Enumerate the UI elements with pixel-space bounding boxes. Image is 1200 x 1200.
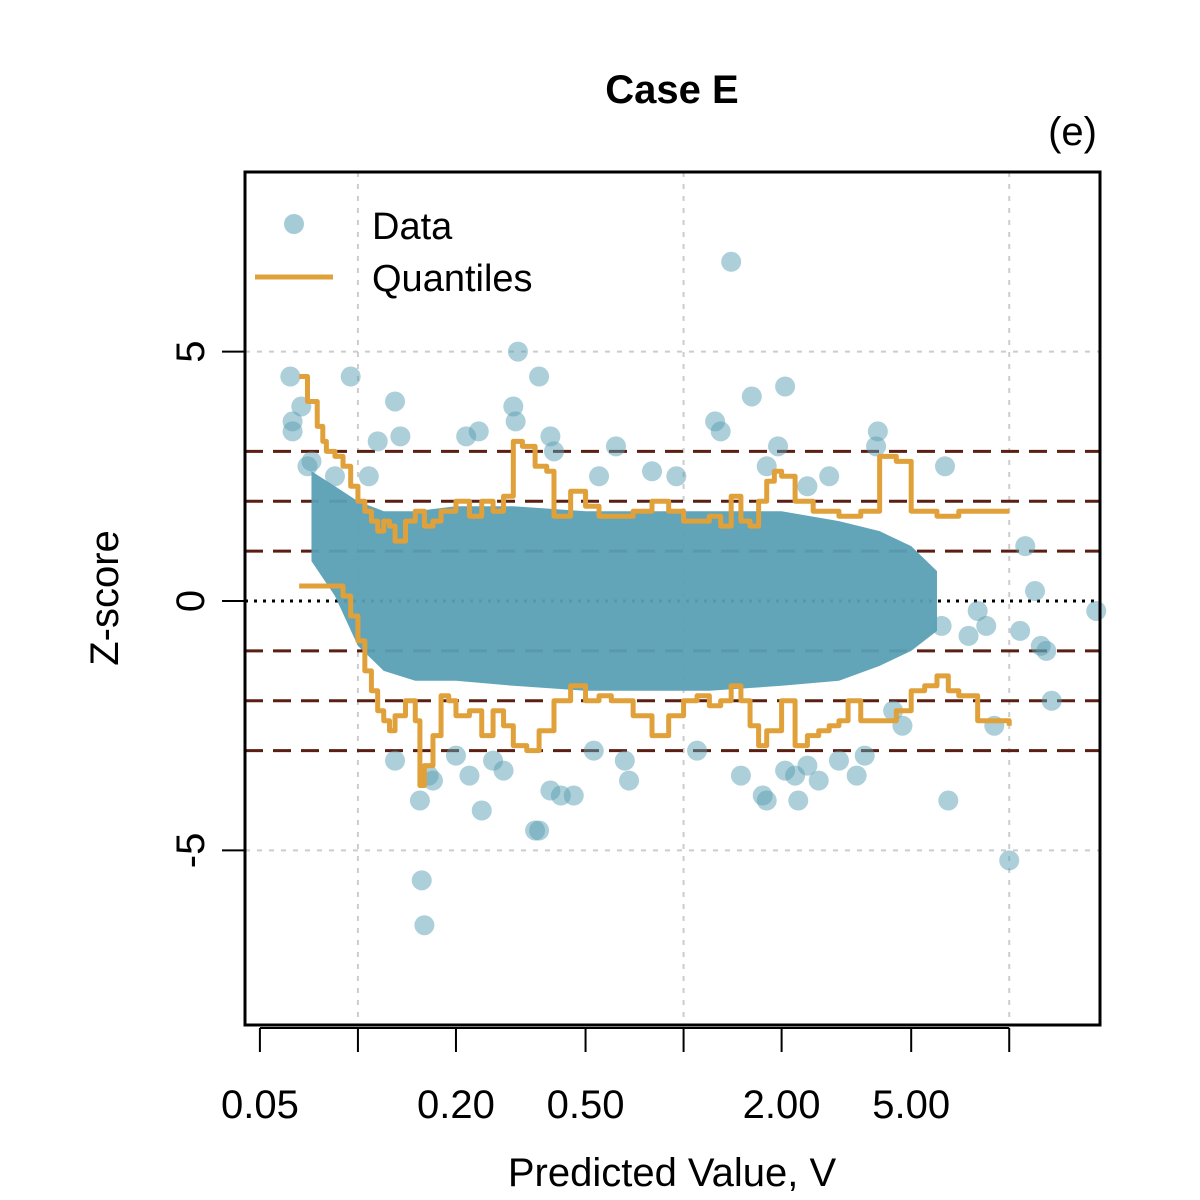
data-point	[1010, 620, 1031, 641]
data-point	[540, 426, 561, 447]
data-point	[756, 790, 777, 811]
quantile-lines	[299, 374, 1012, 789]
data-point	[938, 790, 959, 811]
data-point	[958, 625, 979, 646]
data-point	[666, 466, 687, 487]
y-axis: -5 0 5	[169, 340, 245, 868]
x-tick-label: 0.50	[547, 1083, 625, 1127]
data-point	[614, 750, 635, 771]
x-axis-title: Predicted Value, V	[508, 1151, 837, 1195]
plot-frame	[243, 170, 1102, 1027]
data-point	[1086, 600, 1107, 621]
data-point	[529, 366, 550, 387]
data-point	[867, 421, 888, 442]
data-point	[493, 760, 514, 781]
data-point	[280, 366, 301, 387]
x-tick-label: 5.00	[872, 1083, 950, 1127]
data-density-band	[311, 471, 937, 691]
data-point	[721, 251, 742, 272]
legend-label-quantiles: Quantiles	[372, 258, 533, 300]
data-point	[529, 820, 550, 841]
chart-title: Case E	[605, 68, 738, 112]
data-point	[503, 396, 524, 417]
data-point	[282, 421, 303, 442]
data-point	[999, 850, 1020, 871]
data-point	[797, 755, 818, 776]
data-point	[828, 750, 849, 771]
x-tick-label: 0.05	[221, 1083, 299, 1127]
data-point	[934, 456, 955, 477]
data-point	[768, 436, 789, 457]
data-point	[563, 785, 584, 806]
data-point	[741, 386, 762, 407]
data-point	[1015, 536, 1036, 557]
y-axis-title: Z-score	[83, 530, 127, 666]
data-point	[385, 391, 406, 412]
data-point	[385, 750, 406, 771]
data-point	[543, 441, 564, 462]
data-point	[1041, 690, 1062, 711]
data-point	[642, 461, 663, 482]
data-point	[808, 770, 829, 791]
data-point	[367, 431, 388, 452]
data-point	[409, 790, 430, 811]
data-point	[967, 600, 988, 621]
y-tick-label: 5	[169, 340, 213, 362]
data-point	[730, 765, 751, 786]
data-point	[505, 411, 526, 432]
data-point	[788, 790, 809, 811]
data-point	[1030, 635, 1051, 656]
data-point	[797, 476, 818, 497]
data-point	[459, 765, 480, 786]
x-axis: 0.05 0.20 0.50 2.00 5.00	[221, 1027, 1011, 1127]
legend-label-data: Data	[372, 206, 453, 248]
data-point	[411, 870, 432, 891]
panel-label: (e)	[1048, 110, 1097, 154]
data-point	[589, 466, 610, 487]
quantile-line-upper	[299, 374, 1010, 544]
data-point	[507, 341, 528, 362]
data-point	[976, 615, 997, 636]
data-point	[583, 740, 604, 761]
data-point	[710, 421, 731, 442]
data-point	[471, 800, 492, 821]
data-point	[619, 770, 640, 791]
data-point	[854, 745, 875, 766]
data-point	[358, 466, 379, 487]
data-point	[445, 745, 466, 766]
grid-lines	[245, 172, 1100, 1025]
data-point	[324, 466, 345, 487]
data-points	[280, 251, 1107, 936]
data-point	[775, 376, 796, 397]
y-tick-label: 0	[169, 590, 213, 612]
data-point	[340, 366, 361, 387]
data-point	[414, 915, 435, 936]
data-point	[605, 436, 626, 457]
legend: Data Quantiles	[255, 206, 533, 300]
data-point	[756, 456, 777, 477]
data-point	[687, 740, 708, 761]
data-point	[301, 451, 322, 472]
x-tick-label: 0.20	[417, 1083, 495, 1127]
data-point	[468, 421, 489, 442]
data-point	[846, 765, 867, 786]
quantile-line-lower	[299, 583, 1012, 789]
legend-marker-data	[284, 214, 304, 234]
data-point	[1025, 581, 1046, 602]
data-point	[390, 426, 411, 447]
reference-lines	[245, 449, 1100, 753]
y-tick-label: -5	[169, 833, 213, 869]
data-point	[819, 466, 840, 487]
data-point	[866, 436, 887, 457]
data-density-band	[311, 471, 937, 691]
x-tick-label: 2.00	[743, 1083, 821, 1127]
